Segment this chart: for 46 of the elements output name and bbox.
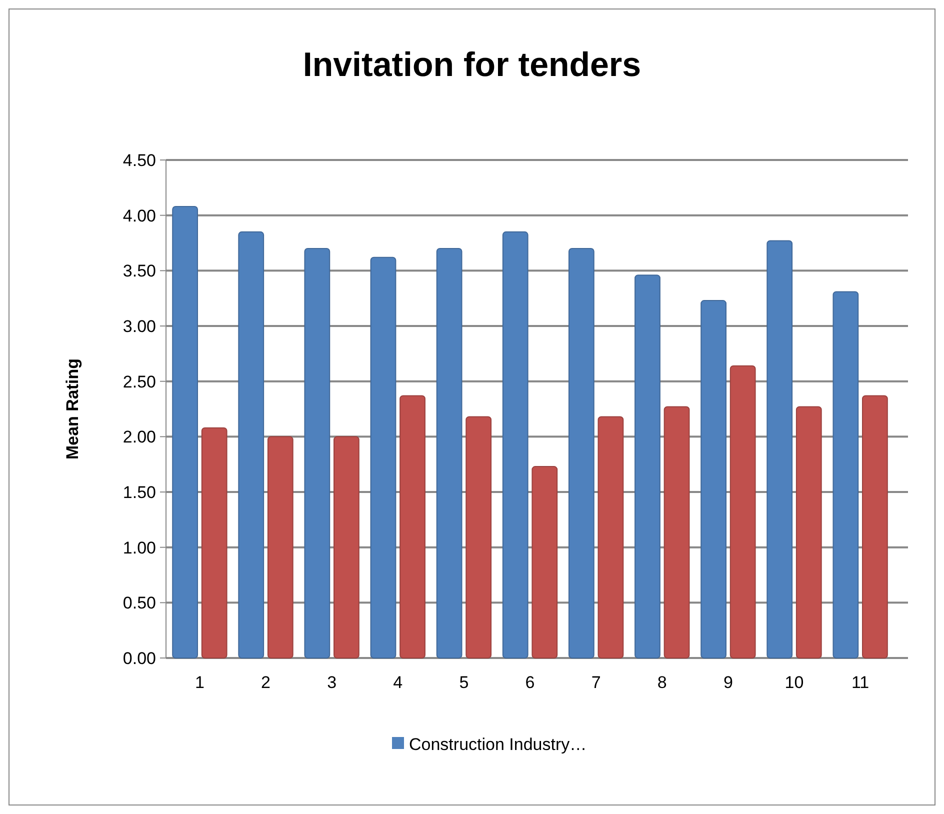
y-tick-label: 2.50 — [122, 372, 156, 392]
bar — [700, 300, 726, 658]
bar — [172, 206, 198, 658]
bar — [466, 416, 492, 658]
x-tick-label: 7 — [591, 673, 601, 692]
bar — [267, 436, 294, 658]
y-tick-label: 0.50 — [122, 594, 156, 613]
y-tick-label: 4.00 — [122, 206, 156, 226]
x-tick-label: 2 — [261, 673, 270, 692]
bar — [832, 291, 859, 658]
legend-label: Construction Industry… — [409, 734, 587, 754]
x-tick-label: 4 — [393, 673, 403, 692]
x-tick-label: 6 — [525, 673, 535, 692]
bar — [598, 416, 624, 658]
y-tick-label: 1.50 — [122, 482, 156, 502]
bar — [664, 406, 690, 658]
bar — [730, 365, 756, 658]
y-tick-label: 4.50 — [122, 150, 156, 170]
y-tick-label: 3.50 — [122, 262, 156, 281]
x-tick-label: 9 — [723, 673, 733, 692]
x-tick-label: 5 — [459, 673, 469, 692]
bar — [502, 231, 528, 658]
y-axis-title: Mean Rating — [63, 358, 82, 460]
x-tick-label: 8 — [657, 673, 667, 692]
chart-title: Invitation for tenders — [302, 46, 642, 84]
bar — [634, 274, 660, 658]
y-tick-label: 2.00 — [122, 428, 156, 447]
bar — [766, 240, 793, 658]
bar — [796, 406, 822, 658]
y-tick-label: 3.00 — [122, 316, 156, 336]
x-tick-label: 1 — [194, 673, 204, 692]
bar — [334, 436, 360, 658]
bar — [862, 395, 888, 658]
bar — [568, 248, 594, 658]
bar — [304, 248, 330, 658]
x-tick-label: 11 — [851, 673, 870, 692]
bar — [201, 427, 228, 658]
bar — [238, 231, 264, 658]
bar — [436, 248, 462, 658]
bar — [370, 256, 396, 658]
bar — [532, 466, 558, 658]
bar — [400, 395, 426, 658]
y-tick-label: 1.00 — [122, 538, 156, 558]
y-tick-label: 0.00 — [122, 648, 156, 668]
x-tick-label: 3 — [327, 673, 337, 692]
x-tick-label: 10 — [784, 673, 804, 692]
